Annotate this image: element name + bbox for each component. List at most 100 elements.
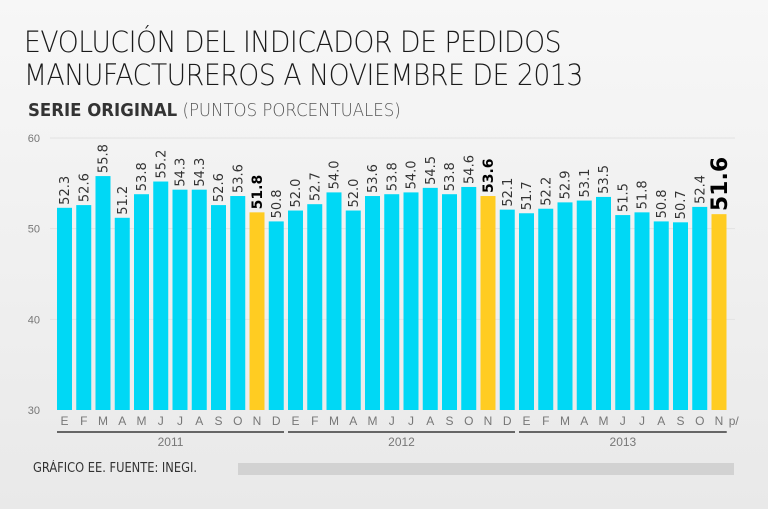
data-label: 54.3 (174, 158, 189, 187)
bar (557, 202, 573, 410)
year-label: 2011 (158, 435, 184, 449)
data-label: 51.2 (116, 186, 131, 215)
data-label: 52.6 (212, 173, 227, 202)
title-line-2: MANUFACTUREROS A NOVIEMBRE DE 2013 (24, 58, 583, 92)
bar (634, 212, 650, 410)
x-tick-label: E (291, 414, 299, 428)
data-label: 54.5 (424, 156, 439, 185)
data-label: 51.8 (636, 180, 651, 209)
x-tick-label: S (214, 414, 222, 428)
bar (480, 196, 496, 410)
bar (57, 207, 72, 410)
bar (288, 210, 303, 410)
data-label: 52.0 (347, 179, 362, 208)
data-label: 54.0 (328, 160, 343, 189)
data-label: 50.8 (270, 189, 285, 218)
x-tick-label: D (503, 414, 512, 428)
data-label: 54.3 (193, 158, 208, 187)
bar (153, 181, 169, 410)
data-label: 53.6 (366, 164, 381, 193)
bar (692, 206, 708, 410)
x-tick-label: D (272, 414, 281, 428)
data-label: 52.9 (559, 170, 574, 199)
x-tick-label: A (580, 414, 588, 428)
data-label: 52.3 (58, 176, 73, 205)
year-label: 2012 (388, 435, 415, 449)
data-label: 54.6 (462, 155, 477, 184)
x-tick-label: J (639, 414, 645, 428)
bar (596, 196, 611, 410)
y-tick-label: 60 (28, 133, 40, 145)
data-label: 53.8 (385, 162, 400, 191)
chart-title: EVOLUCIÓN DEL INDICADOR DE PEDIDOS MANUF… (24, 26, 583, 92)
x-tick-label: N (715, 414, 724, 428)
x-tick-label: E (522, 414, 530, 428)
x-tick-label: A (426, 414, 434, 428)
x-tick-label: S (676, 414, 684, 428)
x-tick-label: F (80, 414, 87, 428)
y-tick-label: 50 (28, 224, 40, 236)
x-tick-label: M (599, 414, 609, 428)
bar (403, 192, 419, 410)
bar (615, 215, 631, 410)
bar (653, 221, 669, 410)
data-label: 51.8 (250, 175, 266, 210)
data-label: 53.8 (443, 162, 458, 191)
y-tick-label: 40 (28, 314, 40, 326)
bar (345, 210, 361, 410)
data-label: 52.0 (289, 179, 304, 208)
x-tick-label: O (464, 414, 473, 428)
x-tick-label: E (60, 414, 68, 428)
year-label: 2013 (610, 435, 637, 449)
x-tick-label: M (329, 414, 339, 428)
x-tick-label: O (233, 414, 242, 428)
preliminary-mark: p/ (729, 414, 740, 428)
bar (499, 209, 515, 410)
x-tick-label: M (98, 414, 108, 428)
bar (442, 194, 457, 410)
data-label: 50.7 (674, 190, 689, 219)
chart-subtitle: SERIE ORIGINAL (PUNTOS PORCENTUALES) (28, 100, 401, 121)
bar (249, 212, 265, 410)
bar (326, 192, 342, 410)
data-label: 55.8 (97, 144, 112, 173)
data-label: 51.6 (708, 157, 733, 211)
bar (519, 213, 534, 410)
data-label: 52.6 (77, 173, 92, 202)
bar (268, 221, 284, 410)
x-tick-label: J (177, 414, 183, 428)
x-tick-label: J (620, 414, 626, 428)
x-tick-label: O (695, 414, 704, 428)
bar (384, 194, 400, 410)
x-tick-label: M (137, 414, 147, 428)
bar (711, 214, 727, 410)
subtitle-bold: SERIE ORIGINAL (28, 100, 178, 121)
data-label: 53.1 (578, 169, 593, 198)
data-label: 51.7 (520, 181, 535, 210)
source-note: GRÁFICO EE. FUENTE: INEGI. (33, 461, 197, 476)
data-label: 52.2 (539, 177, 554, 206)
bar (576, 200, 592, 410)
data-label: 53.6 (231, 164, 246, 193)
x-tick-label: N (484, 414, 493, 428)
bar (307, 204, 323, 410)
x-tick-label: J (158, 414, 164, 428)
data-label: 52.4 (693, 175, 708, 204)
bar (134, 194, 149, 410)
x-tick-label: S (445, 414, 453, 428)
x-tick-label: F (542, 414, 549, 428)
x-tick-label: M (368, 414, 378, 428)
x-tick-label: A (195, 414, 203, 428)
title-line-1: EVOLUCIÓN DEL INDICADOR DE PEDIDOS (24, 25, 562, 59)
bar (95, 176, 111, 410)
bar (422, 187, 438, 410)
subtitle-units: (PUNTOS PORCENTUALES) (182, 100, 401, 121)
x-tick-label: M (560, 414, 570, 428)
x-tick-label: J (408, 414, 414, 428)
bar (461, 186, 477, 410)
data-label: 53.8 (135, 162, 150, 191)
data-label: 50.8 (655, 189, 670, 218)
data-label: 52.7 (308, 172, 323, 201)
source-bar (238, 463, 734, 475)
data-label: 52.1 (501, 178, 516, 207)
